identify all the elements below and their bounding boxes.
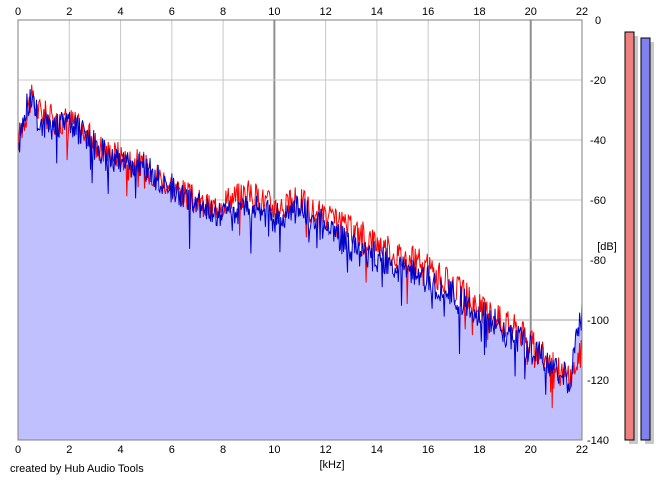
plot-frame [17, 19, 583, 441]
y-tick-labels: 0 -20 -40 -60 -80 -100 -120 -140 [587, 15, 609, 447]
x-tick-top-12: 12 [320, 6, 332, 18]
y-tick-140: -140 [587, 435, 609, 447]
meter-bar-1 [624, 31, 635, 441]
meter-bar-2 [640, 37, 651, 441]
x-tick-bottom-2: 2 [66, 444, 72, 456]
x-tick-top-16: 16 [422, 6, 434, 18]
x-tick-top-0: 0 [15, 6, 21, 18]
x-tick-bottom-18: 18 [473, 444, 485, 456]
x-tick-bottom-6: 6 [169, 444, 175, 456]
spectrum-series [17, 84, 583, 409]
x-tick-top-18: 18 [473, 6, 485, 18]
spectrum-fill-area [18, 89, 582, 440]
x-tick-bottom-8: 8 [220, 444, 226, 456]
x-tick-bottom-22: 22 [576, 444, 588, 456]
x-tick-top-8: 8 [220, 6, 226, 18]
x-tick-top-14: 14 [371, 6, 383, 18]
x-tick-top-20: 20 [525, 6, 537, 18]
x-tick-bottom-20: 20 [525, 444, 537, 456]
x-tick-bottom-0: 0 [15, 444, 21, 456]
x-axis-label: [kHz] [319, 459, 344, 471]
x-tick-top-2: 2 [66, 6, 72, 18]
x-tick-top-6: 6 [169, 6, 175, 18]
x-tick-bottom-14: 14 [371, 444, 383, 456]
x-tick-bottom-4: 4 [117, 444, 123, 456]
y-axis-label: [dB] [597, 241, 617, 253]
x-tick-bottom-12: 12 [320, 444, 332, 456]
x-tick-bottom-16: 16 [422, 444, 434, 456]
y-tick-100: -100 [587, 315, 609, 327]
y-tick-40: -40 [590, 135, 606, 147]
x-tick-top-10: 10 [268, 6, 280, 18]
series-fill [18, 89, 582, 440]
x-tick-labels-bottom: 0 2 4 6 8 10 12 14 16 18 20 22 [15, 444, 588, 456]
series-line-blue [17, 89, 583, 395]
x-tick-top-22: 22 [576, 6, 588, 18]
channel-level-meters [624, 31, 654, 444]
credit-text: created by Hub Audio Tools [10, 463, 144, 475]
y-tick-60: -60 [590, 195, 606, 207]
x-tick-labels-top: 0 2 4 6 8 10 12 14 16 18 20 22 [15, 6, 588, 18]
frame-border [17, 19, 583, 441]
y-tick-20: -20 [590, 75, 606, 87]
x-tick-top-4: 4 [117, 6, 123, 18]
x-tick-bottom-10: 10 [268, 444, 280, 456]
y-tick-0: 0 [595, 15, 601, 27]
y-tick-120: -120 [587, 375, 609, 387]
y-tick-80: -80 [590, 255, 606, 267]
